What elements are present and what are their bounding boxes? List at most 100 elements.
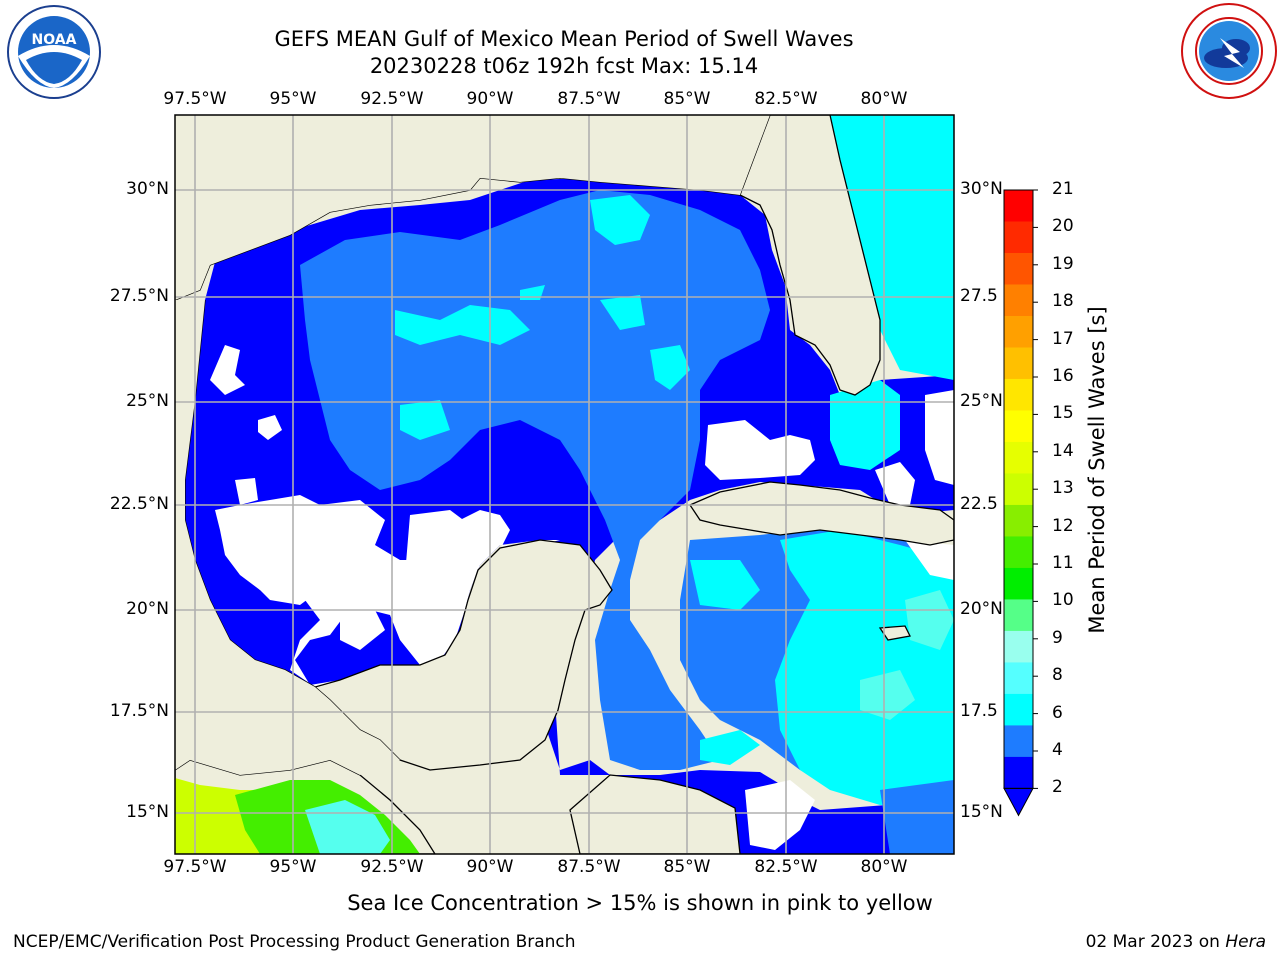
footer-date: 02 Mar 2023 on Hera	[1086, 932, 1266, 952]
lon-label-bottom: 95°W	[269, 857, 317, 877]
lat-label-right: 17.5	[960, 701, 998, 721]
lat-label-right: 22.5	[960, 494, 998, 514]
lat-label-right: 25°N	[960, 391, 1003, 411]
lon-label-bottom: 85°W	[663, 857, 711, 877]
no-data-area	[705, 420, 815, 480]
lon-label-top: 85°W	[663, 89, 711, 109]
lon-label-top: 80°W	[860, 89, 908, 109]
land-mass	[739, 115, 881, 396]
map-frame	[174, 114, 955, 855]
lon-label-bottom: 80°W	[860, 857, 908, 877]
colorbar-tick-label: 18	[1052, 291, 1074, 312]
colorbar-tick-label: 15	[1052, 403, 1074, 424]
lon-label-top: 97.5°W	[163, 89, 227, 109]
chart-title: GEFS MEAN Gulf of Mexico Mean Period of …	[274, 27, 854, 51]
lon-label-top: 82.5°W	[754, 89, 818, 109]
colorbar-segment	[1004, 252, 1033, 286]
colorbar-tick-label: 12	[1052, 515, 1074, 536]
colorbar-segment	[1004, 536, 1033, 569]
colorbar-tick-label: 6	[1052, 702, 1063, 723]
map-layers	[175, 115, 954, 854]
swell-6-8-patch	[400, 400, 450, 440]
chart-subtitle: 20230228 t06z 192h fcst Max: 15.14	[369, 54, 759, 78]
us-land	[175, 115, 770, 300]
colorbar-tick-label: 9	[1052, 627, 1063, 648]
no-data-area	[258, 415, 282, 440]
colorbar-tick-label: 21	[1052, 179, 1074, 199]
lat-label-left: 25°N	[126, 391, 169, 411]
colorbar-segment	[1004, 315, 1033, 349]
mexico-land	[175, 300, 400, 775]
no-data-area	[210, 345, 245, 395]
colorbar-segment	[1004, 473, 1033, 506]
corner-band-4-6	[880, 780, 954, 854]
footer-date-text: 02 Mar 2023 on	[1085, 932, 1226, 952]
colorbar-segment	[1004, 284, 1033, 317]
colorbar-segment	[1004, 756, 1033, 789]
swell-6-8-patch	[600, 295, 645, 330]
land-mass	[569, 774, 741, 854]
lat-label-left: 15°N	[126, 802, 169, 822]
swell-6-8-patch	[830, 380, 900, 470]
colorbar-tick-label: 13	[1052, 478, 1074, 499]
colorbar-segment	[1004, 599, 1033, 632]
lat-label-left: 20°N	[126, 599, 169, 619]
colorbar-tick-label: 14	[1052, 440, 1074, 461]
footer-branch: NCEP/EMC/Verification Post Processing Pr…	[13, 932, 576, 952]
land-mass	[878, 625, 911, 641]
swell-6-8-patch	[690, 560, 760, 610]
colorbar-segment	[1004, 347, 1033, 380]
colorbar-segment	[1004, 378, 1033, 412]
colorbar-extend-arrow	[1003, 787, 1034, 817]
swell-6-8-patch	[590, 195, 650, 245]
lat-label-right: 27.5	[960, 286, 998, 306]
swell-6-8-patch	[700, 730, 760, 765]
colorbar-segment	[1004, 221, 1033, 254]
swell-8-9-patch	[860, 670, 915, 720]
swell-6-8-patch	[885, 300, 954, 360]
colorbar-tick-label: 11	[1052, 553, 1074, 573]
no-data-area	[405, 510, 470, 600]
lon-label-bottom: 90°W	[466, 857, 514, 877]
lat-label-left: 30°N	[126, 179, 169, 199]
colorbar-segment	[1004, 693, 1033, 727]
lon-label-bottom: 87.5°W	[557, 857, 621, 877]
lon-label-top: 90°W	[466, 89, 514, 109]
lat-label-left: 27.5°N	[109, 286, 169, 306]
colorbar-segment	[1004, 725, 1033, 758]
colorbar-tick-label: 2	[1052, 777, 1063, 798]
colorbar-segment	[1004, 190, 1033, 223]
lat-label-right: 20°N	[960, 599, 1003, 619]
noaa-logo-text: NOAA	[32, 32, 77, 48]
land-mass	[689, 481, 954, 546]
lat-label-left: 17.5°N	[109, 701, 169, 721]
lat-label-right: 30°N	[960, 179, 1003, 199]
no-data-area	[745, 780, 815, 850]
colorbar-segment	[1004, 662, 1033, 695]
lat-label-left: 22.5°N	[109, 494, 169, 514]
sea-ice-note: Sea Ice Concentration > 15% is shown in …	[347, 891, 933, 915]
colorbar-tick-label: 16	[1052, 366, 1074, 386]
swell-6-8-patch	[650, 345, 690, 390]
colorbar-tick-label: 17	[1052, 328, 1074, 349]
colorbar-segment	[1004, 630, 1033, 664]
lon-label-top: 92.5°W	[360, 89, 424, 109]
swell-8-9-patch	[905, 590, 954, 650]
colorbar-title: Mean Period of Swell Waves [s]	[1085, 306, 1109, 634]
swell-6-8-patch	[395, 305, 530, 345]
colorbar-tick-label: 8	[1052, 665, 1063, 686]
colorbar-tick-label: 20	[1052, 216, 1074, 237]
colorbar-segment	[1004, 504, 1033, 538]
nws-logo	[1181, 3, 1277, 99]
lon-label-bottom: 82.5°W	[754, 857, 818, 877]
swell-6-8-patch	[775, 530, 954, 805]
colorbar-tick-label: 19	[1052, 253, 1074, 274]
lat-label-right: 15°N	[960, 802, 1003, 822]
colorbar-segment	[1004, 567, 1033, 601]
no-data-area	[905, 540, 954, 580]
lon-label-top: 95°W	[269, 89, 317, 109]
colorbar-tick-label: 4	[1052, 740, 1063, 760]
lon-label-bottom: 92.5°W	[360, 857, 424, 877]
colorbar-tick-label: 10	[1052, 590, 1074, 611]
